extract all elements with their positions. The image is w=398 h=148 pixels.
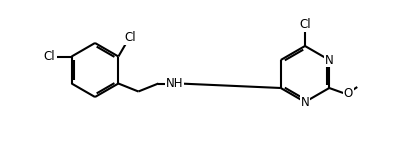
Text: Cl: Cl — [44, 50, 55, 63]
Text: N: N — [325, 53, 334, 66]
Text: Cl: Cl — [125, 31, 136, 44]
Text: NH: NH — [166, 77, 183, 90]
Text: O: O — [343, 86, 353, 99]
Text: N: N — [300, 95, 309, 108]
Text: Cl: Cl — [299, 17, 311, 30]
